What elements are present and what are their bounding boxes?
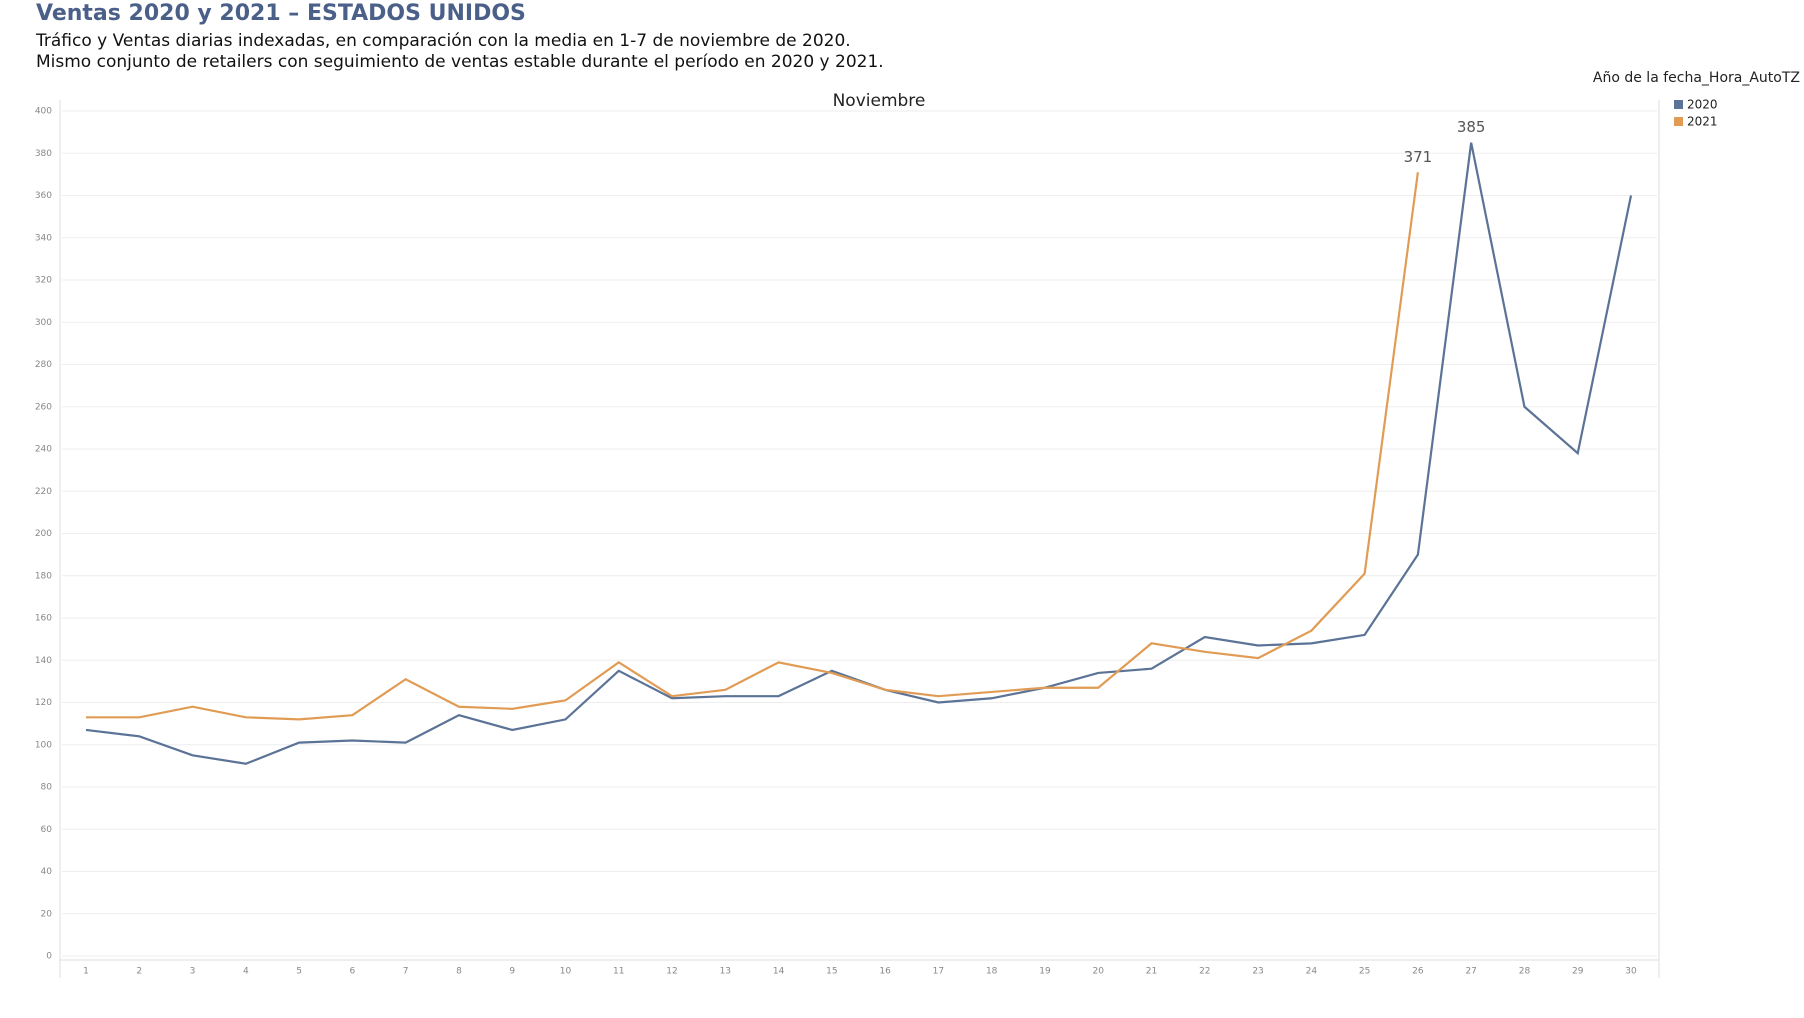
x-tick-label: 23 bbox=[1252, 967, 1263, 977]
legend-title: Año de la fecha_Hora_AutoTZ bbox=[1593, 70, 1800, 86]
y-tick-label: 400 bbox=[35, 107, 52, 117]
x-tick-label: 11 bbox=[613, 967, 624, 977]
y-tick-label: 220 bbox=[35, 487, 52, 497]
x-tick-label: 20 bbox=[1093, 967, 1105, 977]
y-tick-label: 100 bbox=[35, 740, 52, 750]
x-tick-label: 30 bbox=[1625, 967, 1637, 977]
x-tick-label: 8 bbox=[456, 967, 462, 977]
y-tick-label: 360 bbox=[35, 191, 52, 201]
x-tick-label: 16 bbox=[879, 967, 891, 977]
x-tick-label: 28 bbox=[1519, 967, 1531, 977]
y-tick-label: 40 bbox=[41, 867, 53, 877]
y-tick-label: 160 bbox=[35, 614, 52, 624]
y-tick-label: 180 bbox=[35, 571, 52, 581]
y-tick-label: 20 bbox=[41, 909, 53, 919]
y-tick-label: 60 bbox=[41, 825, 53, 835]
x-tick-label: 12 bbox=[666, 967, 677, 977]
legend-label: 2021 bbox=[1687, 115, 1718, 129]
x-tick-label: 26 bbox=[1412, 967, 1424, 977]
x-tick-label: 27 bbox=[1465, 967, 1476, 977]
x-tick-label: 18 bbox=[986, 967, 998, 977]
x-tick-label: 7 bbox=[403, 967, 409, 977]
legend-swatch bbox=[1674, 117, 1683, 126]
x-tick-label: 17 bbox=[933, 967, 944, 977]
y-tick-label: 340 bbox=[35, 233, 52, 243]
legend-label: 2020 bbox=[1687, 98, 1718, 112]
x-tick-label: 22 bbox=[1199, 967, 1210, 977]
x-tick-label: 2 bbox=[136, 967, 142, 977]
y-tick-label: 140 bbox=[35, 656, 52, 666]
x-tick-label: 1 bbox=[83, 967, 89, 977]
y-tick-label: 260 bbox=[35, 402, 52, 412]
y-tick-label: 300 bbox=[35, 318, 52, 328]
x-tick-label: 25 bbox=[1359, 967, 1370, 977]
x-tick-label: 24 bbox=[1306, 967, 1318, 977]
subtitle: Tráfico y Ventas diarias indexadas, en c… bbox=[35, 31, 851, 51]
x-tick-label: 29 bbox=[1572, 967, 1584, 977]
data-label: 371 bbox=[1404, 148, 1433, 166]
chart-title: Ventas 2020 y 2021 – ESTADOS UNIDOS bbox=[36, 1, 526, 26]
x-tick-label: 4 bbox=[243, 967, 249, 977]
series-line bbox=[85, 142, 1633, 765]
x-tick-label: 9 bbox=[509, 967, 515, 977]
x-tick-label: 19 bbox=[1039, 967, 1051, 977]
x-tick-label: 14 bbox=[773, 967, 785, 977]
x-tick-label: 10 bbox=[560, 967, 572, 977]
legend-swatch bbox=[1674, 100, 1683, 109]
x-tick-label: 6 bbox=[350, 967, 356, 977]
x-axis-label: Noviembre bbox=[833, 91, 926, 111]
y-tick-label: 280 bbox=[35, 360, 52, 370]
x-tick-label: 21 bbox=[1146, 967, 1157, 977]
x-tick-label: 3 bbox=[190, 967, 196, 977]
y-tick-label: 240 bbox=[35, 445, 52, 455]
y-tick-label: 120 bbox=[35, 698, 52, 708]
subtitle: Mismo conjunto de retailers con seguimie… bbox=[36, 52, 884, 72]
x-tick-label: 15 bbox=[826, 967, 837, 977]
series-line bbox=[86, 172, 1419, 721]
y-tick-label: 80 bbox=[41, 783, 53, 793]
y-tick-label: 0 bbox=[46, 952, 52, 962]
x-tick-label: 5 bbox=[296, 967, 302, 977]
x-tick-label: 13 bbox=[720, 967, 731, 977]
y-tick-label: 320 bbox=[35, 276, 52, 286]
data-label: 385 bbox=[1457, 118, 1486, 136]
y-tick-label: 200 bbox=[35, 529, 52, 539]
y-tick-label: 380 bbox=[35, 149, 52, 159]
